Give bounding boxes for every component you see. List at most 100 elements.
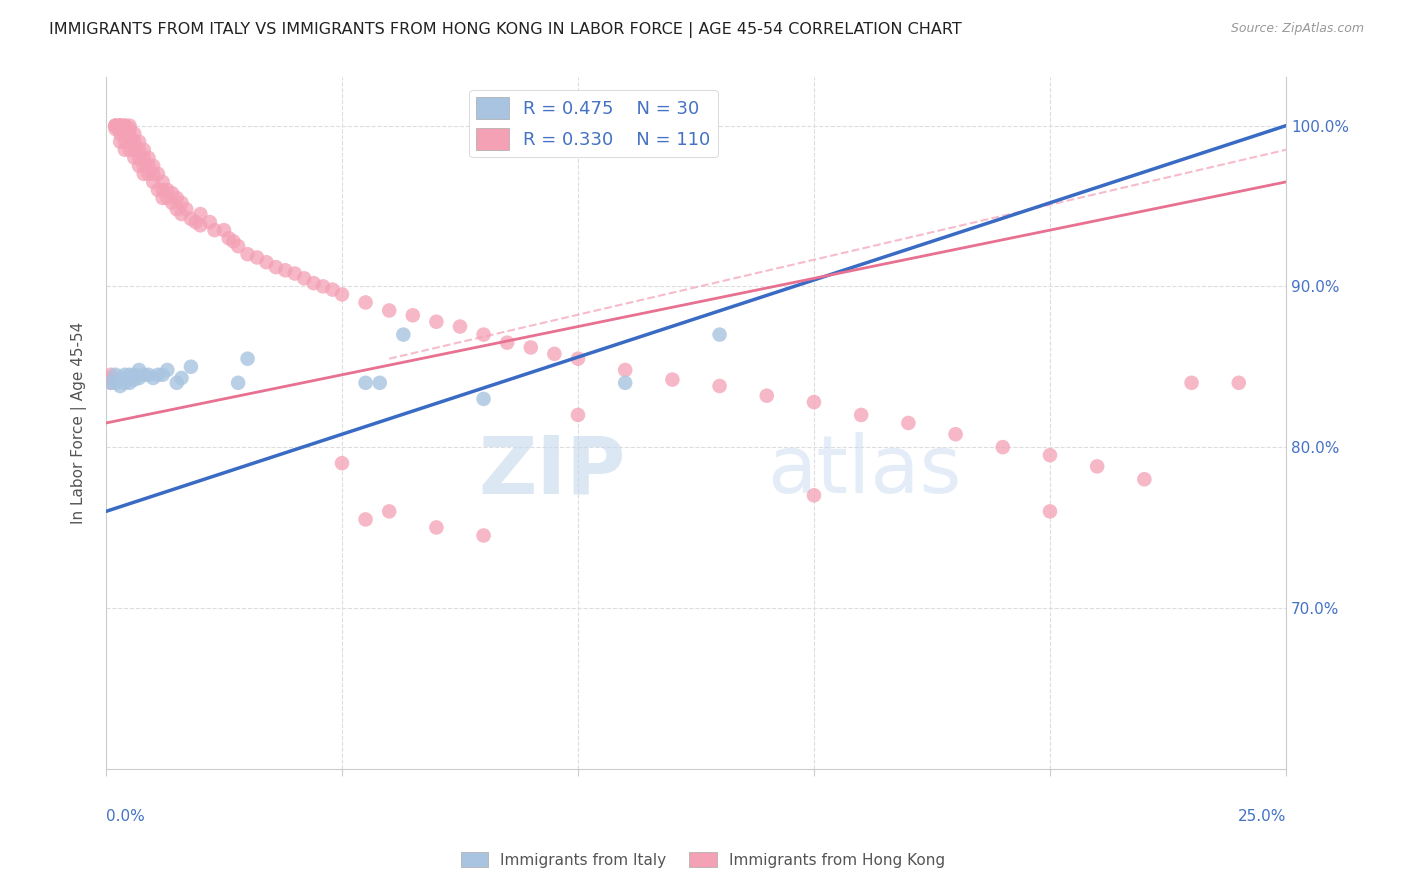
- Point: [425, 315, 447, 329]
- Point: [567, 351, 589, 366]
- Point: [166, 191, 188, 205]
- Point: [108, 119, 131, 133]
- Point: [180, 211, 202, 226]
- Point: [284, 267, 307, 281]
- Point: [132, 151, 155, 165]
- Point: [256, 255, 278, 269]
- Point: [128, 135, 150, 149]
- Point: [100, 376, 122, 390]
- Point: [118, 376, 141, 390]
- Point: [222, 235, 245, 249]
- Point: [100, 368, 122, 382]
- Point: [104, 119, 127, 133]
- Point: [108, 379, 131, 393]
- Point: [184, 215, 207, 229]
- Point: [274, 263, 297, 277]
- Point: [108, 119, 131, 133]
- Point: [124, 135, 146, 149]
- Point: [156, 363, 179, 377]
- Point: [368, 376, 391, 390]
- Point: [204, 223, 226, 237]
- Point: [118, 127, 141, 141]
- Point: [108, 371, 131, 385]
- Point: [114, 135, 136, 149]
- Text: 0.0%: 0.0%: [105, 809, 145, 823]
- Point: [104, 119, 127, 133]
- Point: [118, 119, 141, 133]
- Point: [755, 389, 778, 403]
- Point: [212, 223, 235, 237]
- Point: [152, 368, 174, 382]
- Text: atlas: atlas: [766, 433, 962, 510]
- Point: [108, 127, 131, 141]
- Point: [166, 202, 188, 217]
- Point: [661, 373, 683, 387]
- Point: [991, 440, 1014, 454]
- Point: [146, 368, 169, 382]
- Point: [104, 368, 127, 382]
- Point: [170, 371, 193, 385]
- Point: [124, 368, 146, 382]
- Point: [132, 143, 155, 157]
- Point: [142, 371, 165, 385]
- Point: [128, 363, 150, 377]
- Point: [138, 167, 160, 181]
- Point: [104, 119, 127, 133]
- Point: [803, 488, 825, 502]
- Point: [128, 151, 150, 165]
- Point: [246, 251, 269, 265]
- Point: [156, 183, 179, 197]
- Point: [166, 376, 188, 390]
- Point: [849, 408, 872, 422]
- Point: [128, 159, 150, 173]
- Point: [236, 351, 259, 366]
- Point: [449, 319, 471, 334]
- Point: [312, 279, 335, 293]
- Y-axis label: In Labor Force | Age 45-54: In Labor Force | Age 45-54: [72, 322, 87, 524]
- Legend: R = 0.475    N = 30, R = 0.330    N = 110: R = 0.475 N = 30, R = 0.330 N = 110: [470, 90, 717, 158]
- Point: [1180, 376, 1202, 390]
- Point: [190, 219, 212, 233]
- Point: [104, 121, 127, 136]
- Point: [124, 373, 146, 387]
- Point: [152, 175, 174, 189]
- Point: [292, 271, 315, 285]
- Point: [472, 327, 495, 342]
- Point: [218, 231, 240, 245]
- Point: [132, 167, 155, 181]
- Point: [472, 528, 495, 542]
- Point: [114, 143, 136, 157]
- Point: [330, 456, 353, 470]
- Point: [128, 143, 150, 157]
- Point: [174, 202, 197, 217]
- Point: [322, 283, 344, 297]
- Point: [226, 239, 249, 253]
- Point: [152, 191, 174, 205]
- Point: [378, 303, 401, 318]
- Legend: Immigrants from Italy, Immigrants from Hong Kong: Immigrants from Italy, Immigrants from H…: [454, 846, 952, 873]
- Point: [160, 195, 183, 210]
- Point: [146, 183, 169, 197]
- Point: [170, 207, 193, 221]
- Text: ZIP: ZIP: [478, 433, 626, 510]
- Point: [124, 143, 146, 157]
- Point: [152, 183, 174, 197]
- Point: [118, 135, 141, 149]
- Point: [236, 247, 259, 261]
- Point: [138, 151, 160, 165]
- Point: [114, 119, 136, 133]
- Point: [100, 371, 122, 385]
- Point: [803, 395, 825, 409]
- Text: 25.0%: 25.0%: [1237, 809, 1286, 823]
- Point: [108, 135, 131, 149]
- Point: [114, 376, 136, 390]
- Point: [1227, 376, 1250, 390]
- Point: [180, 359, 202, 374]
- Point: [124, 151, 146, 165]
- Point: [496, 335, 519, 350]
- Point: [709, 379, 731, 393]
- Point: [142, 175, 165, 189]
- Point: [114, 368, 136, 382]
- Point: [142, 167, 165, 181]
- Point: [378, 504, 401, 518]
